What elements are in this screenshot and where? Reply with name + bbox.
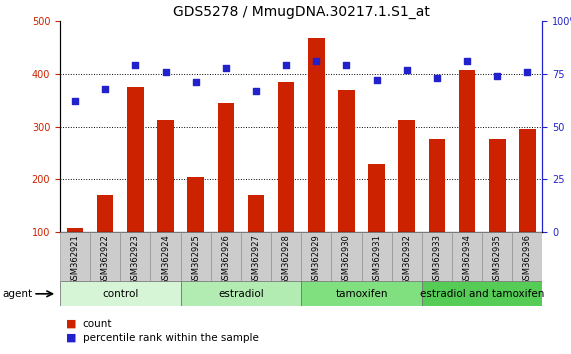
- Text: GSM362931: GSM362931: [372, 234, 381, 285]
- Bar: [67, 228, 83, 232]
- Bar: [459, 70, 475, 232]
- Point: [342, 63, 351, 68]
- Bar: [150, 232, 180, 281]
- Text: GSM362926: GSM362926: [222, 234, 230, 285]
- Text: GSM362921: GSM362921: [71, 234, 79, 285]
- Text: GSM362924: GSM362924: [161, 234, 170, 285]
- Bar: [331, 232, 361, 281]
- Text: GSM362925: GSM362925: [191, 234, 200, 285]
- Text: GSM362932: GSM362932: [402, 234, 411, 285]
- Bar: [452, 232, 482, 281]
- Point: [493, 73, 502, 79]
- Bar: [211, 232, 241, 281]
- Text: GSM362928: GSM362928: [282, 234, 291, 285]
- Text: control: control: [102, 289, 138, 299]
- Bar: [278, 82, 295, 232]
- Point: [131, 63, 140, 68]
- Bar: [127, 87, 144, 232]
- Bar: [90, 232, 120, 281]
- Bar: [429, 139, 445, 232]
- Text: GSM362922: GSM362922: [100, 234, 110, 285]
- Bar: [60, 281, 180, 306]
- Bar: [361, 232, 392, 281]
- Bar: [482, 232, 512, 281]
- Text: estradiol: estradiol: [218, 289, 264, 299]
- Text: GSM362927: GSM362927: [251, 234, 260, 285]
- Point: [312, 58, 321, 64]
- Bar: [248, 195, 264, 232]
- Text: percentile rank within the sample: percentile rank within the sample: [83, 333, 259, 343]
- Bar: [399, 120, 415, 232]
- Bar: [519, 129, 536, 232]
- Text: estradiol and tamoxifen: estradiol and tamoxifen: [420, 289, 544, 299]
- Bar: [271, 232, 301, 281]
- Bar: [422, 232, 452, 281]
- Bar: [301, 281, 422, 306]
- Bar: [241, 232, 271, 281]
- Text: GSM362936: GSM362936: [523, 234, 532, 285]
- Point: [70, 98, 79, 104]
- Bar: [187, 177, 204, 232]
- Bar: [157, 120, 174, 232]
- Text: ■: ■: [66, 319, 76, 329]
- Text: GSM362930: GSM362930: [342, 234, 351, 285]
- Bar: [489, 139, 505, 232]
- Text: GSM362929: GSM362929: [312, 234, 321, 285]
- Text: agent: agent: [3, 289, 33, 299]
- Point: [523, 69, 532, 75]
- Bar: [180, 281, 301, 306]
- Point: [191, 80, 200, 85]
- Bar: [422, 281, 542, 306]
- Text: GSM362935: GSM362935: [493, 234, 502, 285]
- Title: GDS5278 / MmugDNA.30217.1.S1_at: GDS5278 / MmugDNA.30217.1.S1_at: [173, 5, 429, 19]
- Point: [282, 63, 291, 68]
- Bar: [338, 90, 355, 232]
- Bar: [60, 232, 90, 281]
- Point: [402, 67, 411, 73]
- Point: [463, 58, 472, 64]
- Point: [221, 65, 230, 70]
- Point: [100, 86, 110, 91]
- Point: [251, 88, 260, 93]
- Text: GSM362933: GSM362933: [432, 234, 441, 285]
- Bar: [180, 232, 211, 281]
- Text: GSM362934: GSM362934: [463, 234, 472, 285]
- Bar: [308, 38, 324, 232]
- Bar: [301, 232, 331, 281]
- Text: GSM362923: GSM362923: [131, 234, 140, 285]
- Text: count: count: [83, 319, 112, 329]
- Point: [372, 78, 381, 83]
- Text: tamoxifen: tamoxifen: [335, 289, 388, 299]
- Text: ■: ■: [66, 333, 76, 343]
- Bar: [368, 165, 385, 232]
- Bar: [218, 103, 234, 232]
- Bar: [392, 232, 422, 281]
- Bar: [97, 195, 114, 232]
- Point: [432, 75, 441, 81]
- Bar: [120, 232, 150, 281]
- Point: [161, 69, 170, 75]
- Bar: [512, 232, 542, 281]
